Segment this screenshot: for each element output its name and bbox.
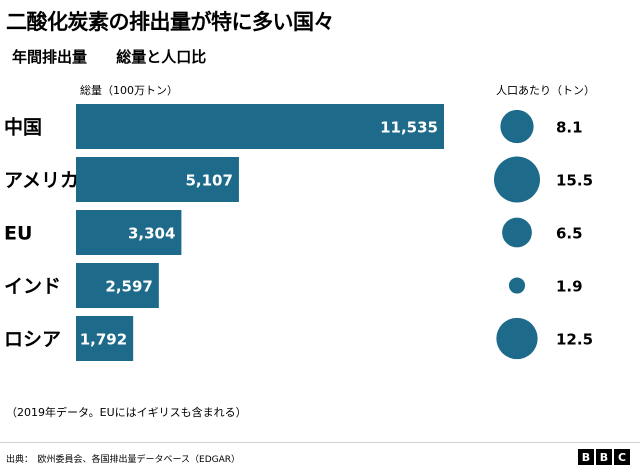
total-bar <box>76 157 239 202</box>
category-label: 中国 <box>4 116 42 139</box>
per-capita-value-label: 6.5 <box>556 225 583 243</box>
per-capita-bubble <box>502 217 532 248</box>
total-bar <box>76 104 444 149</box>
logo-letter: B <box>596 449 612 465</box>
category-label: インド <box>4 276 61 298</box>
total-value-label: 1,792 <box>80 331 127 349</box>
per-capita-bubble <box>508 277 526 294</box>
per-capita-value-label: 1.9 <box>556 278 583 296</box>
bbc-logo: B B C <box>578 449 630 465</box>
total-axis-label: 総量（100万トン） <box>80 84 178 97</box>
total-bar <box>76 210 182 255</box>
footnote: （2019年データ。EUにはイギリスも含まれる） <box>6 406 247 419</box>
subtitle-annual: 年間排出量 <box>12 48 88 66</box>
category-label: EU <box>4 223 32 245</box>
footer-divider <box>0 442 640 443</box>
logo-letter: B <box>578 449 594 465</box>
total-value-label: 5,107 <box>185 172 232 190</box>
category-label: ロシア <box>4 329 61 351</box>
logo-letter: C <box>614 449 630 465</box>
chart-subtitle: 年間排出量 総量と人口比 <box>12 46 230 67</box>
total-bar <box>76 316 134 361</box>
category-label: アメリカ <box>4 170 79 192</box>
total-value-label: 11,535 <box>380 119 438 137</box>
per-capita-axis-label: 人口あたり（トン） <box>496 84 595 97</box>
per-capita-value-label: 12.5 <box>556 331 593 349</box>
subtitle-total-per-capita: 総量と人口比 <box>116 48 207 66</box>
chart-title: 二酸化炭素の排出量が特に多い国々 <box>6 10 335 34</box>
total-value-label: 3,304 <box>128 225 175 243</box>
per-capita-value-label: 15.5 <box>556 172 593 190</box>
total-value-label: 2,597 <box>105 278 152 296</box>
per-capita-value-label: 8.1 <box>556 119 583 137</box>
per-capita-bubble <box>500 109 534 144</box>
total-bar <box>76 263 159 308</box>
per-capita-bubble <box>496 317 538 360</box>
source-credit: 出典： 欧州委員会、各国排出量データベース（EDGAR） <box>6 455 241 465</box>
per-capita-bubble <box>494 156 540 203</box>
